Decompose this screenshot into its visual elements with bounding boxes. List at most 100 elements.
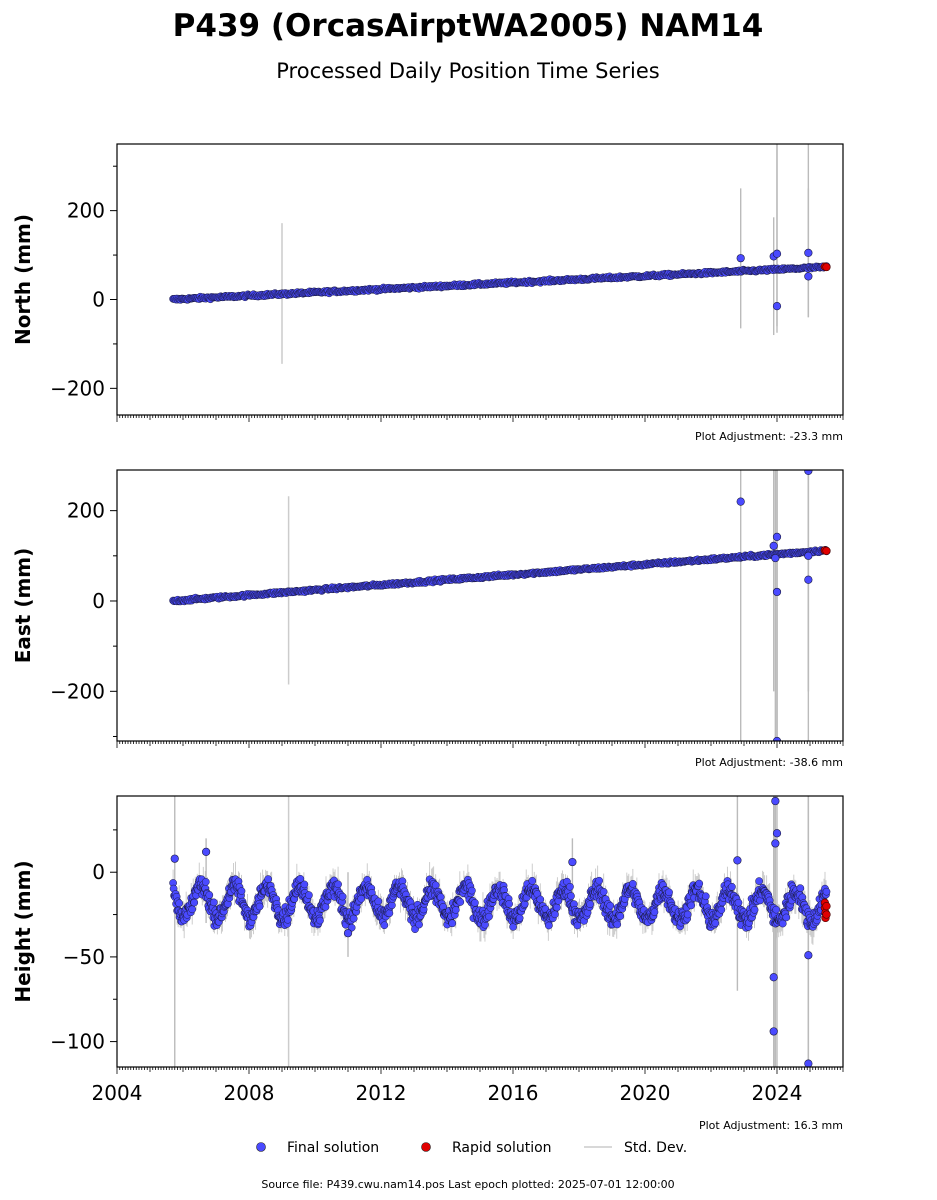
north-panel: North (mm) Plot Adjustment: -23.3 mm −20… xyxy=(11,143,844,443)
final-solution-point xyxy=(468,886,476,895)
final-solution-point xyxy=(650,908,659,916)
east-stddev-bars xyxy=(287,470,810,741)
rapid-solution-point xyxy=(822,910,831,919)
final-solution-point xyxy=(190,898,199,907)
y-tick-label: 200 xyxy=(67,499,105,523)
outlier-point xyxy=(769,541,778,550)
east-plot-area xyxy=(169,470,831,741)
final-solution-point xyxy=(505,900,513,908)
outlier-point xyxy=(771,553,780,563)
outlier-point xyxy=(772,587,782,597)
east-final-points xyxy=(169,470,831,741)
source-footer: Source file: P439.cwu.nam14.pos Last epo… xyxy=(261,1178,674,1191)
final-solution-point xyxy=(528,877,537,885)
final-solution-point xyxy=(606,901,615,910)
north-ylabel: North (mm) xyxy=(11,214,35,345)
east-ylabel: East (mm) xyxy=(11,548,35,664)
outlier-point xyxy=(804,470,813,476)
legend-stddev-label: Std. Dev. xyxy=(624,1140,687,1156)
outlier-point xyxy=(568,857,577,867)
final-solution-point xyxy=(448,919,457,928)
final-solution-point xyxy=(778,919,787,928)
outlier-point xyxy=(772,302,782,311)
outlier-point xyxy=(804,248,813,257)
y-tick-label: −200 xyxy=(50,679,105,703)
east-panel: East (mm) Plot Adjustment: -38.6 mm −200… xyxy=(11,469,844,769)
outlier-point xyxy=(202,847,211,856)
outlier-point xyxy=(804,1059,813,1067)
final-solution-point xyxy=(772,905,781,914)
east-rapid-points xyxy=(820,546,831,555)
y-tick-label: 200 xyxy=(67,199,105,223)
outlier-point xyxy=(733,856,742,865)
final-solution-point xyxy=(586,900,594,909)
final-solution-point xyxy=(599,887,608,896)
final-solution-point xyxy=(321,903,330,911)
chart-subtitle: Processed Daily Position Time Series xyxy=(276,59,660,83)
final-solution-point xyxy=(237,887,246,895)
final-solution-point xyxy=(175,899,183,908)
final-solution-point xyxy=(665,888,673,897)
outlier-point xyxy=(769,973,778,982)
final-solution-point xyxy=(551,910,559,919)
outlier-point xyxy=(772,532,782,541)
final-solution-point xyxy=(205,891,214,899)
final-solution-point xyxy=(701,892,710,901)
legend-final-label: Final solution xyxy=(287,1140,379,1156)
north-plot-adjustment: Plot Adjustment: -23.3 mm xyxy=(695,430,843,443)
final-solution-point xyxy=(536,895,545,904)
outlier-point xyxy=(772,829,782,838)
final-solution-point xyxy=(451,906,460,914)
final-solution-point xyxy=(683,910,692,919)
height-plot-area xyxy=(169,796,831,1067)
x-tick-label: 2004 xyxy=(92,1081,143,1105)
final-solution-point xyxy=(755,877,763,885)
final-solution-point xyxy=(471,898,479,907)
final-solution-point xyxy=(209,898,218,907)
outlier-point xyxy=(804,575,813,584)
y-tick-label: 0 xyxy=(92,287,105,311)
y-tick-label: −50 xyxy=(63,945,105,969)
outlier-point xyxy=(772,249,782,258)
outlier-point xyxy=(736,497,745,506)
final-solution-point xyxy=(544,921,553,930)
final-solution-point xyxy=(796,884,805,893)
outlier-point xyxy=(771,796,780,806)
final-solution-point xyxy=(300,880,309,889)
final-solution-point xyxy=(750,905,759,914)
east-frame xyxy=(116,469,844,742)
final-solution-point xyxy=(385,909,394,918)
final-solution-point xyxy=(734,898,743,907)
final-solution-point xyxy=(782,913,791,922)
height-stddev-bars xyxy=(172,796,827,1067)
final-solution-point xyxy=(595,876,603,885)
final-solution-point xyxy=(711,919,720,928)
y-tick-label: 0 xyxy=(92,860,105,884)
final-solution-point xyxy=(717,905,726,914)
final-solution-point xyxy=(357,894,366,903)
y-tick-label: 0 xyxy=(92,589,105,613)
final-solution-point xyxy=(509,923,517,931)
x-tick-label: 2008 xyxy=(224,1081,275,1105)
rapid-solution-point xyxy=(822,262,831,272)
final-solution-point xyxy=(822,887,831,896)
rapid-solution-point xyxy=(822,901,831,911)
final-solution-point xyxy=(334,880,342,889)
final-solution-point xyxy=(567,892,575,900)
legend-final-marker xyxy=(256,1142,266,1152)
final-solution-point xyxy=(264,875,273,883)
y-tick-label: −200 xyxy=(50,376,105,400)
north-stddev-bars xyxy=(281,144,810,364)
north-final-points xyxy=(169,248,831,311)
final-solution-point xyxy=(456,898,465,906)
final-solution-point xyxy=(283,915,292,924)
chart-title: P439 (OrcasAirptWA2005) NAM14 xyxy=(173,8,764,44)
final-solution-point xyxy=(687,901,696,910)
final-solution-point xyxy=(695,879,704,888)
final-solution-point xyxy=(436,893,445,901)
x-tick-label: 2020 xyxy=(620,1081,671,1105)
outlier-point xyxy=(804,272,813,281)
height-ylabel: Height (mm) xyxy=(11,860,35,1002)
final-solution-point xyxy=(296,874,305,883)
